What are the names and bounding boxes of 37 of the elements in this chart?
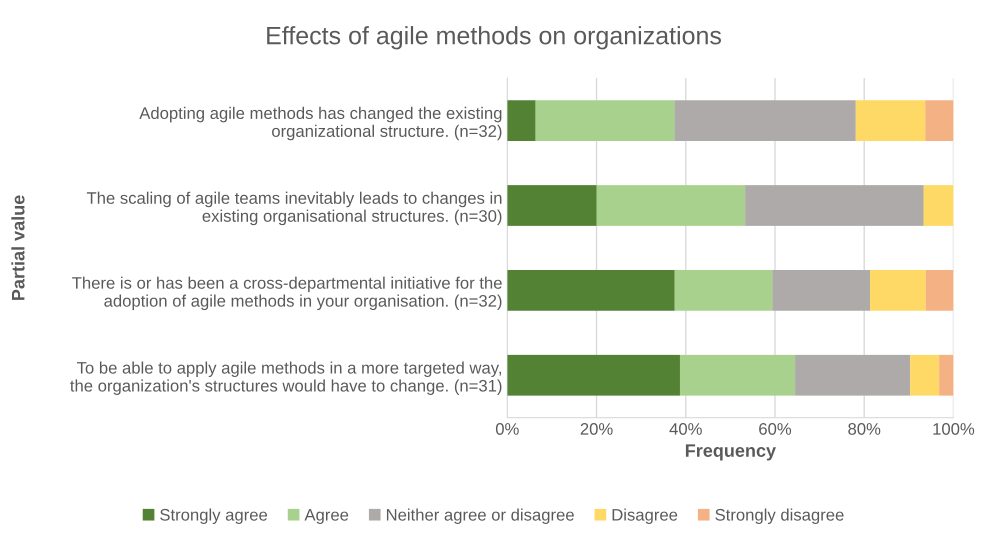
- bar: [674, 100, 856, 141]
- y-tick-label: To be able to apply agile methods in a more targeted way, the organization's structures would have to change. (n=31): [70, 361, 502, 395]
- bar: [870, 270, 926, 311]
- legend-label: Agree: [304, 509, 348, 524]
- bar: [507, 270, 675, 311]
- x-tick-label: 20%: [580, 423, 613, 435]
- bar: [507, 100, 536, 141]
- legend-label: Strongly agree: [160, 508, 268, 524]
- bar: [535, 100, 675, 141]
- bar: [674, 270, 772, 311]
- bar: [910, 354, 940, 396]
- x-tick-label: 60%: [759, 423, 792, 435]
- bar: [596, 185, 746, 226]
- bar: [507, 354, 680, 396]
- bar: [926, 270, 954, 311]
- legend-label: Disagree: [612, 508, 678, 524]
- legend-label: Strongly disagree: [715, 508, 844, 524]
- legend-label: Neither agree or disagree: [386, 508, 574, 524]
- chart-title: Effects of agile methods on organizations: [267, 26, 721, 50]
- x-tick-label: 40%: [669, 423, 702, 435]
- x-tick-label: 0%: [496, 423, 519, 435]
- x-axis-title: Frequency: [686, 444, 776, 461]
- bar: [745, 185, 924, 226]
- bar: [856, 100, 926, 141]
- bar: [924, 185, 954, 226]
- y-tick-label: Adopting agile methods has changed the existing organizational structure. (n=32): [139, 106, 502, 140]
- bar: [925, 100, 954, 141]
- y-tick-label: There is or has been a cross-departmental initiative for the adoption of agile methods in your organisation. (n=32): [72, 276, 502, 310]
- x-tick-label: 80%: [848, 423, 880, 435]
- x-tick-label: 100%: [933, 423, 974, 435]
- bar: [939, 354, 954, 396]
- bar: [507, 185, 597, 226]
- y-axis-title: Partial value: [11, 195, 25, 300]
- y-tick-label: The scaling of agile teams inevitably leads to changes in existing organisational structures. (n=30): [86, 192, 502, 226]
- bar: [772, 270, 870, 311]
- bar: [795, 354, 910, 396]
- bar: [680, 354, 796, 396]
